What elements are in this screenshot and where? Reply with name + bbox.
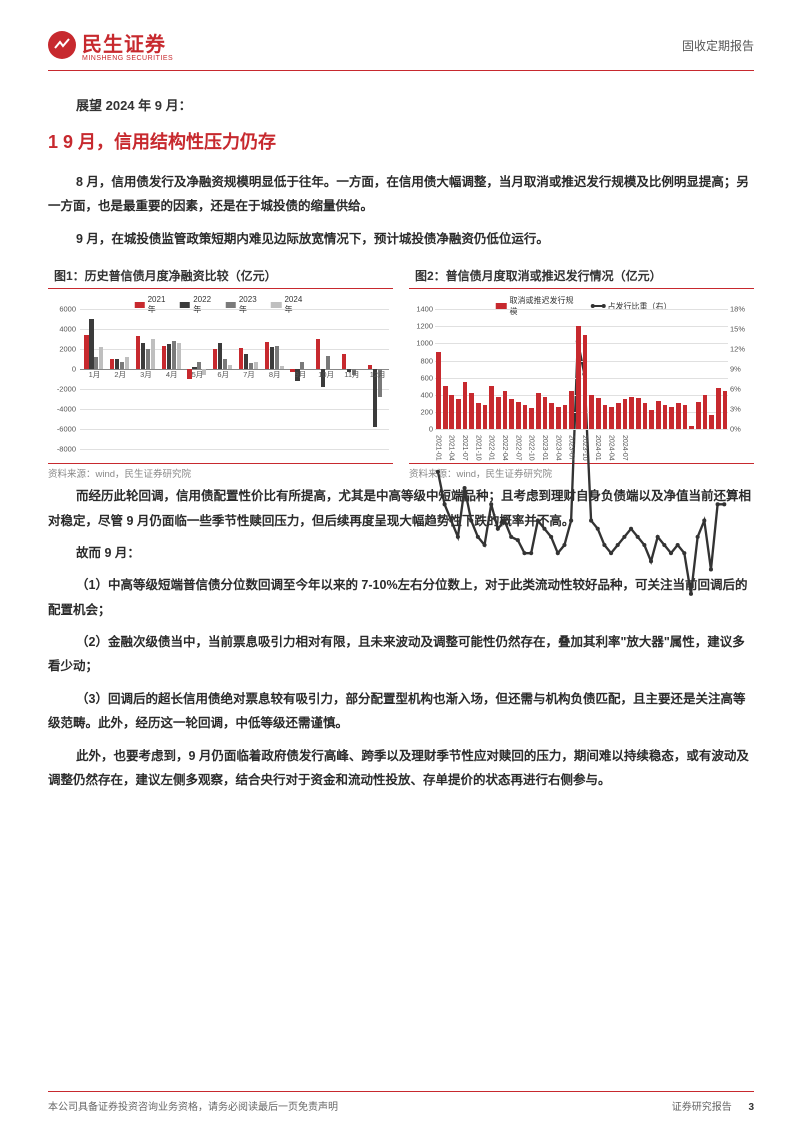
footer-disclaimer: 本公司具备证券投资咨询业务资格，请务必阅读最后一页免责声明 bbox=[48, 1098, 338, 1113]
paragraph: （3）回调后的超长信用债绝对票息较有吸引力，部分配置型机构也渐入场，但还需与机构… bbox=[48, 687, 754, 736]
paragraph: 而经历此轮回调，信用债配置性价比有所提高，尤其是中高等级中短端品种；且考虑到理财… bbox=[48, 484, 754, 533]
chart-1-plot: -8000-6000-4000-20000200040006000 1月2月3月… bbox=[80, 309, 389, 449]
chart-2-title: 图2：普信债月度取消或推迟发行情况（亿元） bbox=[409, 263, 754, 289]
chart-2: 图2：普信债月度取消或推迟发行情况（亿元） 取消或推迟发行规模 占发行比重（右）… bbox=[409, 263, 754, 480]
footer-right: 证券研究报告 3 bbox=[672, 1098, 754, 1113]
charts-row: 图1：历史普信债月度净融资比较（亿元） 2021年2022年2023年2024年… bbox=[48, 263, 754, 480]
paragraph: 故而 9 月： bbox=[48, 541, 754, 565]
logo-text-en: MINSHENG SECURITIES bbox=[82, 55, 173, 62]
section-title: 1 9 月，信用结构性压力仍存 bbox=[48, 128, 754, 154]
logo: 民生证券 MINSHENG SECURITIES bbox=[48, 28, 173, 62]
chart-1-source: 资料来源：wind，民生证券研究院 bbox=[48, 463, 393, 480]
paragraph: （2）金融次级债当中，当前票息吸引力相对有限，且未来波动及调整可能性仍然存在，叠… bbox=[48, 630, 754, 679]
chart-2-source: 资料来源：wind，民生证券研究院 bbox=[409, 463, 754, 480]
section-lead: 展望 2024 年 9 月： bbox=[48, 95, 754, 114]
chart-1-title: 图1：历史普信债月度净融资比较（亿元） bbox=[48, 263, 393, 289]
chart-1: 图1：历史普信债月度净融资比较（亿元） 2021年2022年2023年2024年… bbox=[48, 263, 393, 480]
report-type: 固收定期报告 bbox=[682, 37, 754, 54]
footer-label: 证券研究报告 bbox=[672, 1102, 732, 1113]
paragraph: 此外，也要考虑到，9 月仍面临着政府债发行高峰、跨季以及理财季节性应对赎回的压力… bbox=[48, 744, 754, 793]
paragraph: （1）中高等级短端普信债分位数回调至今年以来的 7-10%左右分位数上，对于此类… bbox=[48, 573, 754, 622]
paragraph: 9 月，在城投债监管政策短期内难见边际放宽情况下，预计城投债净融资仍低位运行。 bbox=[48, 227, 754, 251]
chart-2-area: 取消或推迟发行规模 占发行比重（右） 020040060080010001200… bbox=[409, 293, 754, 463]
page-number: 3 bbox=[748, 1102, 754, 1113]
page-header: 民生证券 MINSHENG SECURITIES 固收定期报告 bbox=[48, 28, 754, 71]
logo-text-cn: 民生证券 bbox=[82, 28, 173, 57]
chart-1-area: 2021年2022年2023年2024年 -8000-6000-4000-200… bbox=[48, 293, 393, 463]
page-footer: 本公司具备证券投资咨询业务资格，请务必阅读最后一页免责声明 证券研究报告 3 bbox=[48, 1091, 754, 1113]
paragraph: 8 月，信用债发行及净融资规模明显低于往年。一方面，在信用债大幅调整，当月取消或… bbox=[48, 170, 754, 219]
logo-icon bbox=[48, 31, 76, 59]
chart-2-plot: 02004006008001000120014000%3%6%9%12%15%1… bbox=[435, 309, 728, 429]
